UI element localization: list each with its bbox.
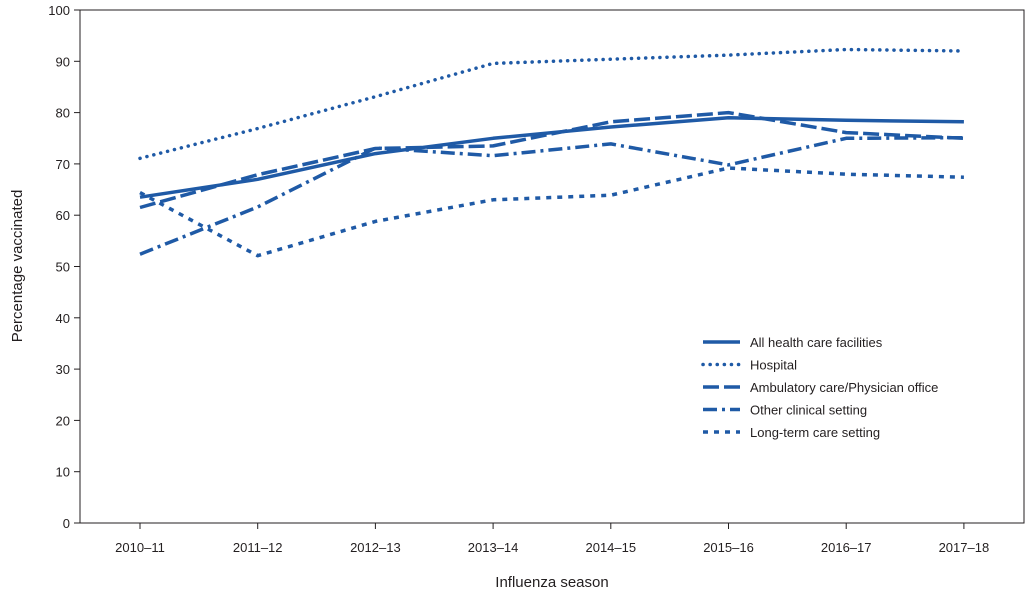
legend-label: Ambulatory care/Physician office bbox=[750, 380, 938, 395]
x-tick-label: 2012–13 bbox=[350, 540, 401, 555]
y-tick-label: 50 bbox=[56, 260, 70, 275]
y-tick-label: 70 bbox=[56, 157, 70, 172]
y-axis: 0 10 20 30 40 50 60 70 80 90 100 bbox=[48, 3, 80, 531]
x-tick-label: 2017–18 bbox=[939, 540, 990, 555]
y-tick-label: 20 bbox=[56, 413, 70, 428]
x-tick-label: 2013–14 bbox=[468, 540, 519, 555]
y-tick-label: 40 bbox=[56, 311, 70, 326]
series-line-solid bbox=[139, 115, 964, 199]
series-line-dashed bbox=[139, 110, 964, 210]
x-tick-label: 2014–15 bbox=[585, 540, 636, 555]
legend-label: All health care facilities bbox=[750, 335, 883, 350]
legend-label: Other clinical setting bbox=[750, 403, 867, 418]
plot-frame bbox=[79, 9, 1025, 524]
y-tick-label: 60 bbox=[56, 208, 70, 223]
series-line-dotted bbox=[138, 47, 966, 161]
x-axis: 2010–11 2011–12 2012–13 2013–14 2014–15 2015–… bbox=[115, 523, 989, 555]
series-group bbox=[138, 47, 966, 258]
legend-label: Long-term care setting bbox=[750, 425, 880, 440]
y-axis-title: Percentage vaccinated bbox=[9, 190, 26, 343]
series-line-shortdash bbox=[139, 166, 964, 258]
series-line-dashdot bbox=[139, 135, 964, 256]
x-tick-label: 2010–11 bbox=[115, 540, 165, 555]
x-axis-title: Influenza season bbox=[495, 574, 608, 591]
legend-label: Hospital bbox=[750, 358, 797, 373]
x-tick-label: 2016–17 bbox=[821, 540, 872, 555]
y-tick-label: 100 bbox=[48, 3, 70, 18]
y-tick-label: 80 bbox=[56, 106, 70, 121]
y-tick-label: 90 bbox=[56, 54, 70, 69]
y-tick-label: 10 bbox=[56, 465, 70, 480]
y-tick-label: 30 bbox=[56, 362, 70, 377]
x-tick-label: 2011–12 bbox=[233, 540, 283, 555]
legend: All health care facilities Hospital Ambula… bbox=[701, 335, 938, 440]
x-tick-label: 2015–16 bbox=[703, 540, 754, 555]
y-tick-label: 0 bbox=[63, 516, 70, 531]
